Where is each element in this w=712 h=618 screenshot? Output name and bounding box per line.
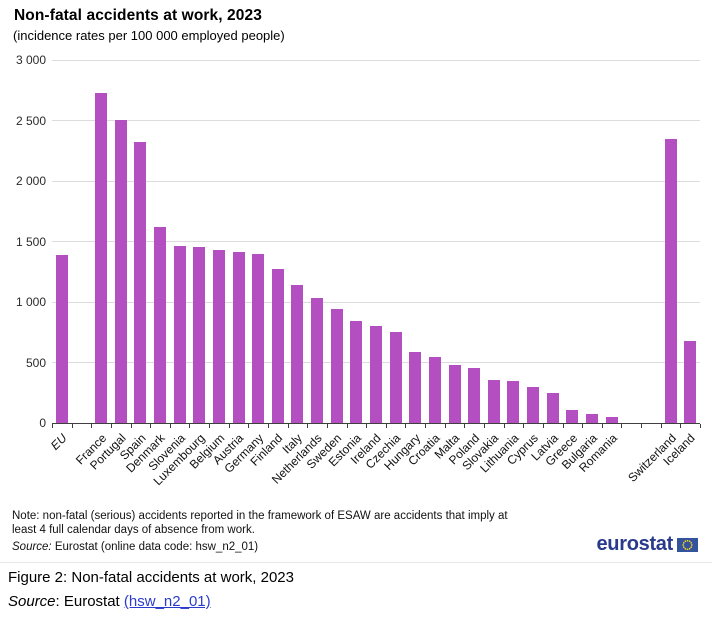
x-axis-tick (91, 424, 93, 428)
x-axis-tick (523, 424, 525, 428)
bar-switzerland (664, 138, 677, 423)
chart-title: Non-fatal accidents at work, 2023 (14, 7, 262, 24)
x-axis-tick (150, 424, 152, 428)
x-axis-tick (542, 424, 544, 428)
x-axis-tick (464, 424, 466, 428)
bar-denmark (154, 226, 166, 423)
chart-note: Note: non-fatal (serious) accidents repo… (12, 510, 508, 536)
chart-source-prefix: Source: (12, 541, 52, 553)
x-axis-tick (228, 424, 230, 428)
bar-czechia (389, 332, 402, 423)
figure-source: Source: Eurostat (hsw_n2_01) (8, 593, 211, 610)
x-axis-tick (52, 424, 53, 428)
x-category-label-eu: EU (48, 431, 70, 453)
chart-source-line: Source: Eurostat (online data code: hsw_… (12, 541, 258, 553)
x-axis-tick (169, 424, 171, 428)
x-axis-tick (582, 424, 584, 428)
bar-hungary (409, 351, 422, 423)
gridline-2500 (52, 120, 700, 121)
x-axis-tick (248, 424, 250, 428)
x-axis-tick (71, 424, 73, 428)
bar-lithuania (507, 380, 520, 423)
x-axis-tick (268, 424, 269, 428)
bar-slovakia (487, 380, 500, 423)
x-axis-tick (601, 424, 603, 428)
y-tick-label: 2 000 (15, 174, 46, 188)
bar-finland (271, 269, 284, 423)
x-axis-tick (680, 424, 682, 428)
x-axis-tick (425, 424, 427, 428)
x-axis-tick (385, 424, 387, 428)
x-axis-tick (130, 424, 132, 428)
eurostat-logo: eurostat (596, 533, 698, 556)
x-axis-tick (326, 424, 328, 428)
y-tick-label: 1 500 (15, 234, 46, 249)
bar-sweden (330, 308, 343, 423)
bar-bulgaria (586, 413, 598, 423)
chart-source-text: Eurostat (online data code: hsw_n2_01) (51, 541, 259, 553)
gridline-3000 (52, 59, 700, 61)
x-axis-tick (700, 424, 701, 428)
gridline-1000 (52, 301, 700, 303)
eurostat-wordmark: eurostat (596, 533, 673, 555)
x-axis-tick (444, 424, 446, 428)
bar-ireland (370, 325, 382, 423)
bar-netherlands (311, 297, 324, 423)
bar-chart-plot-area: EU France Portugal Spain Denmark Slovenia Luxe… (48, 59, 701, 488)
bar-belgium (212, 249, 225, 423)
figure-source-prefix: Source (8, 593, 56, 610)
x-axis-tick (405, 424, 407, 428)
bar-romania (605, 416, 618, 423)
x-axis-tick (641, 424, 643, 428)
bar-cyprus (527, 387, 540, 423)
bar-estonia (350, 321, 363, 423)
x-axis-tick (307, 424, 309, 428)
dataset-link[interactable]: (hsw_n2_01) (123, 593, 211, 610)
chart-subtitle: (incidence rates per 100 000 employed pe… (13, 28, 285, 43)
x-axis-tick (503, 424, 505, 428)
bar-greece (566, 410, 579, 423)
y-tick-label: 0 (39, 416, 46, 430)
eu-flag-icon (677, 537, 698, 552)
gridline-2000 (52, 180, 700, 182)
x-axis-tick (346, 424, 348, 428)
x-axis-tick (209, 424, 211, 428)
x-axis-tick (366, 424, 368, 428)
y-tick-label: 3 000 (15, 53, 46, 67)
x-axis-tick (287, 424, 289, 428)
bar-latvia (546, 393, 559, 423)
y-tick-label: 500 (25, 355, 46, 370)
bar-malta (448, 364, 461, 423)
bar-slovenia (173, 246, 186, 423)
x-axis-tick (621, 424, 623, 428)
bar-croatia (428, 357, 441, 423)
x-axis-tick (660, 424, 662, 428)
x-axis-tick (484, 424, 485, 428)
y-tick-label: 2 500 (15, 113, 46, 128)
figure-caption: Figure 2: Non-fatal accidents at work, 2… (8, 569, 294, 586)
bar-luxembourg (193, 246, 206, 423)
x-axis-tick (189, 424, 191, 428)
bar-iceland (684, 341, 697, 423)
gridline-1500 (52, 241, 700, 242)
bar-france (95, 92, 108, 423)
y-tick-label: 1 000 (15, 295, 46, 309)
bar-austria (232, 252, 245, 423)
bar-spain (134, 141, 147, 423)
statistics-figure: Non-fatal accidents at work, 2023 (incid… (0, 7, 712, 563)
x-axis-tick (110, 424, 112, 428)
bar-eu (55, 254, 68, 423)
bar-italy (291, 285, 304, 423)
figure-source-mid: : Eurostat (55, 593, 124, 610)
x-axis-tick (562, 424, 564, 428)
bar-germany (252, 254, 265, 423)
bar-portugal (114, 119, 127, 423)
bar-poland (468, 367, 481, 423)
